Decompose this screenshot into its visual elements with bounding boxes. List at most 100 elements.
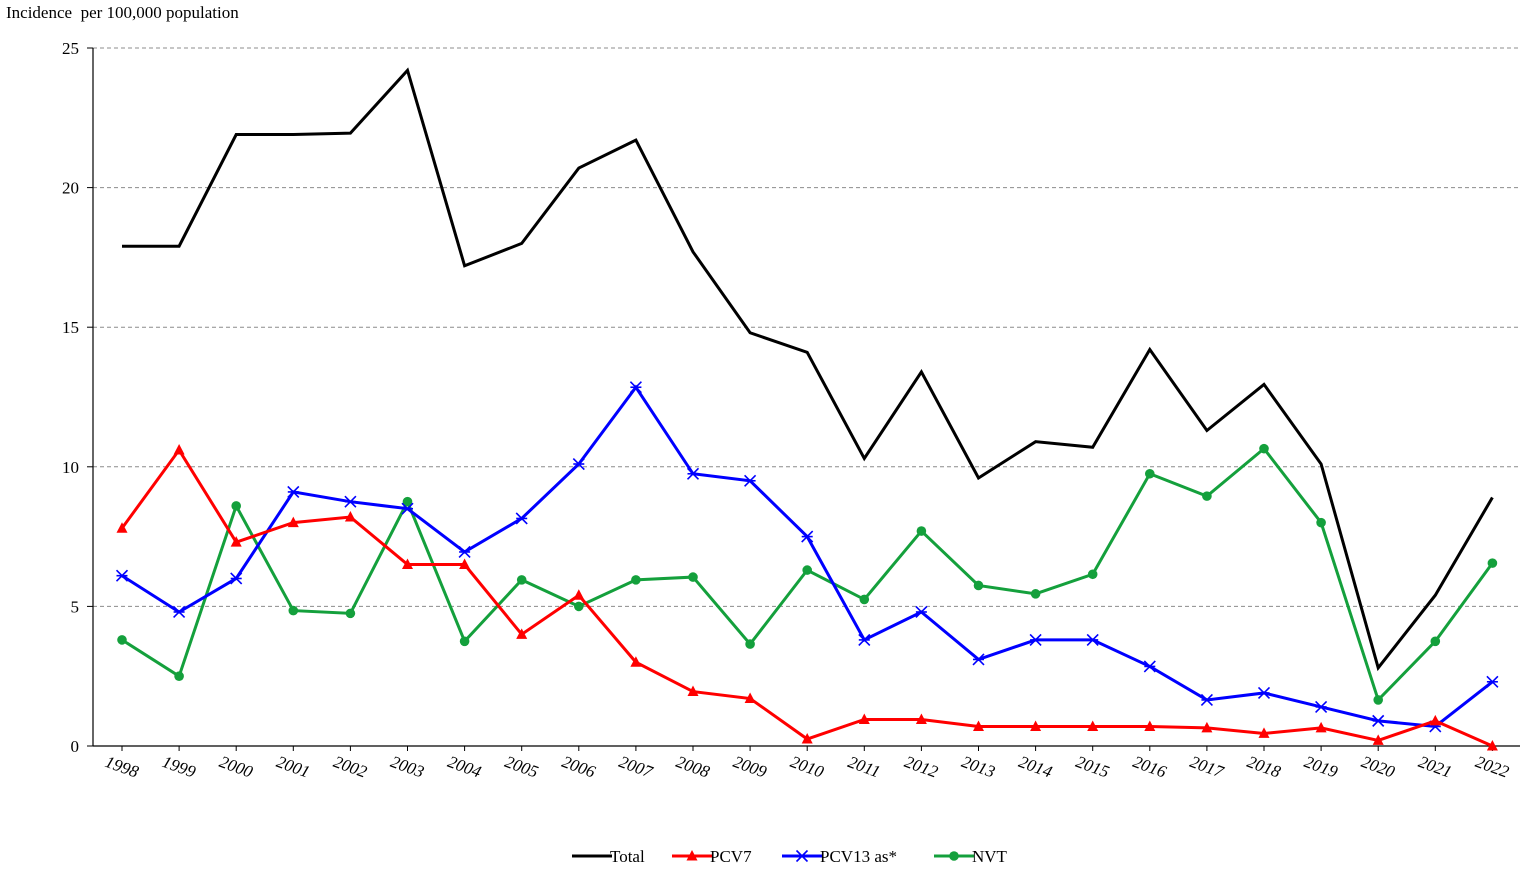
data-point <box>629 381 642 394</box>
data-point <box>1087 720 1099 731</box>
y-tick-label: 25 <box>62 39 79 58</box>
data-point <box>858 713 870 724</box>
data-point <box>173 605 186 619</box>
data-point <box>1486 675 1499 688</box>
data-point <box>1258 727 1270 738</box>
x-tick-label: 2018 <box>1245 752 1284 782</box>
data-point <box>1200 693 1213 706</box>
legend-label: NVT <box>972 847 1008 866</box>
x-tick-label: 2003 <box>388 752 426 781</box>
x-tick-label: 2012 <box>902 752 941 782</box>
data-point <box>973 720 984 731</box>
x-tick-label: 2008 <box>674 752 713 782</box>
data-point <box>973 580 984 591</box>
data-point <box>402 496 413 507</box>
data-point <box>174 671 184 681</box>
data-point <box>573 589 585 600</box>
data-point <box>115 569 129 582</box>
x-tick-labels: 1998 1999 2000 2001 2002 2003 2004 2005 2006 2007… <box>103 752 1512 782</box>
data-point <box>1086 633 1099 646</box>
data-point <box>230 572 243 585</box>
data-point <box>1373 695 1383 705</box>
data-point <box>1372 714 1385 727</box>
series-total <box>122 67 1494 672</box>
data-point <box>459 636 470 647</box>
data-point <box>116 522 128 533</box>
data-point <box>745 639 755 649</box>
data-point <box>686 850 698 861</box>
data-point <box>915 713 927 724</box>
data-point <box>744 692 756 704</box>
data-point <box>1257 686 1271 700</box>
x-tick-label: 2016 <box>1130 752 1169 782</box>
legend-item: Total <box>572 847 645 866</box>
series-nvt <box>117 443 1498 705</box>
series-line <box>121 384 1494 729</box>
data-point <box>515 512 528 525</box>
data-point <box>344 511 356 522</box>
data-point <box>1486 740 1498 751</box>
x-tick-label: 1999 <box>160 752 199 782</box>
x-tick-label: 2022 <box>1473 752 1512 782</box>
x-tick-label: 2020 <box>1359 752 1398 782</box>
y-tick-label: 20 <box>62 179 79 198</box>
data-point <box>801 733 813 744</box>
data-point <box>801 530 814 543</box>
data-point <box>458 545 471 559</box>
data-point <box>572 457 585 471</box>
x-tick-label: 2009 <box>731 752 770 782</box>
series-line <box>122 67 1494 672</box>
data-point <box>1259 443 1269 454</box>
y-tick-labels: 0 5 10 15 20 25 <box>62 39 79 756</box>
axes <box>87 47 1520 751</box>
data-point <box>795 849 809 863</box>
data-point <box>744 474 757 487</box>
series-pcv7 <box>116 444 1498 751</box>
data-point <box>1087 569 1098 580</box>
data-point <box>1315 700 1328 713</box>
data-point <box>1201 721 1213 733</box>
y-tick-label: 5 <box>71 597 80 616</box>
data-point <box>516 575 527 585</box>
data-point <box>459 558 471 570</box>
data-point <box>287 485 300 498</box>
series-pcv13-as- <box>115 381 1499 733</box>
legend-item: PCV7 <box>672 847 752 866</box>
data-point <box>1372 734 1384 745</box>
data-point <box>949 851 959 861</box>
data-point <box>687 685 699 697</box>
legend-item: PCV13 as* <box>782 847 897 866</box>
data-point <box>858 633 871 646</box>
data-point <box>345 608 356 619</box>
data-point <box>1029 633 1042 646</box>
x-tick-label: 2013 <box>959 752 997 781</box>
data-point <box>231 501 241 511</box>
data-point <box>401 502 414 515</box>
y-tick-label: 15 <box>62 318 79 337</box>
y-tick-label: 10 <box>62 458 79 477</box>
data-point <box>173 444 185 455</box>
data-point <box>1030 589 1041 599</box>
data-point <box>402 558 413 570</box>
data-point <box>230 536 242 547</box>
x-tick-label: 2005 <box>502 752 540 781</box>
data-point <box>972 653 985 666</box>
x-tick-label: 2017 <box>1188 752 1228 782</box>
y-axis-label: Incidence per 100,000 population <box>6 3 239 22</box>
data-point <box>516 628 528 639</box>
legend-label: PCV7 <box>710 847 752 866</box>
data-point <box>1030 720 1042 731</box>
legend-label: PCV13 as* <box>820 847 897 866</box>
x-tick-label: 2002 <box>331 752 370 782</box>
data-point <box>1487 558 1498 568</box>
x-tick-label: 2001 <box>274 752 312 781</box>
legend-label: Total <box>610 847 645 866</box>
data-point <box>1429 714 1441 726</box>
x-tick-label: 2014 <box>1016 752 1055 782</box>
data-point <box>630 656 642 667</box>
data-point <box>688 572 698 582</box>
x-tick-label: 2007 <box>617 752 657 782</box>
x-tick-label: 2011 <box>846 752 883 781</box>
x-tick-label: 2021 <box>1416 752 1454 781</box>
